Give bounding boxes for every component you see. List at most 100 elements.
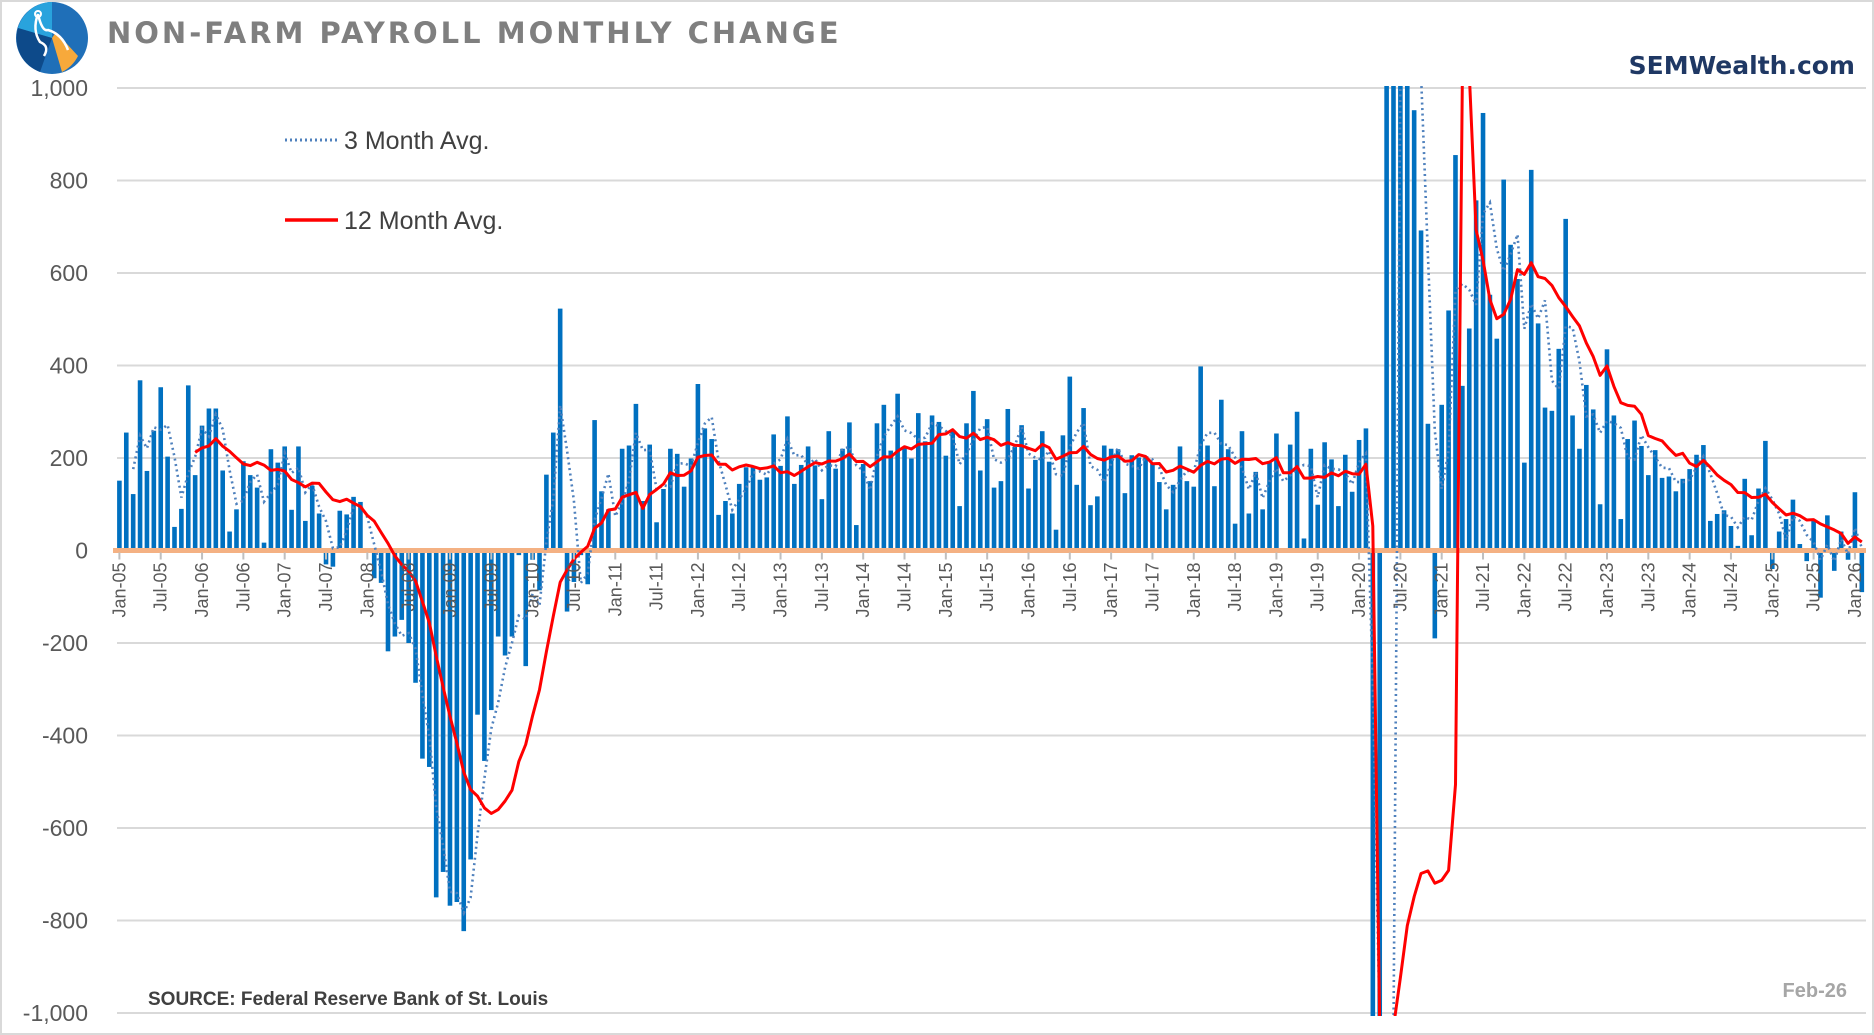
legend-12mo-label: 12 Month Avg.	[344, 207, 503, 235]
bar	[1831, 550, 1837, 571]
bar	[1163, 509, 1169, 551]
bar	[488, 550, 494, 711]
bar	[957, 506, 962, 551]
bar	[1219, 399, 1224, 551]
bar	[1308, 448, 1314, 551]
bar	[495, 550, 501, 637]
bar	[1680, 478, 1686, 551]
y-tick-label: -400	[42, 723, 88, 749]
bar	[1060, 435, 1066, 551]
x-tick-label: Jan-11	[605, 563, 625, 617]
bar	[922, 441, 928, 551]
bar	[1515, 279, 1520, 551]
bar	[1088, 505, 1093, 551]
bar	[1749, 535, 1754, 551]
bar	[1460, 385, 1465, 551]
bar	[736, 483, 742, 551]
bar	[1432, 550, 1438, 639]
x-tick-label: Jan-13	[771, 563, 791, 618]
bar	[564, 550, 570, 612]
bar	[1625, 439, 1630, 551]
bar	[860, 464, 866, 551]
bar	[929, 415, 935, 551]
bar	[158, 387, 164, 551]
bar	[1191, 486, 1197, 551]
bar	[1026, 488, 1031, 551]
bar	[1074, 484, 1079, 551]
bar	[1501, 179, 1506, 551]
bar	[440, 550, 446, 872]
bar	[888, 450, 894, 551]
bar	[1370, 550, 1376, 1016]
bar	[344, 514, 349, 551]
bar	[881, 404, 887, 551]
x-tick-label: Jan-24	[1680, 563, 1700, 618]
bar	[723, 501, 728, 551]
bar	[303, 520, 308, 551]
bar	[592, 420, 597, 551]
bar	[874, 423, 880, 551]
bar	[1494, 338, 1500, 551]
bar	[674, 453, 680, 551]
bar	[778, 465, 783, 551]
bar	[1101, 445, 1107, 551]
x-tick-label: Jul-11	[647, 563, 667, 611]
bar	[1804, 550, 1810, 562]
x-tick-label: Jan-18	[1184, 563, 1204, 618]
bar	[991, 487, 997, 551]
bar	[826, 431, 832, 551]
y-tick-label: 800	[50, 168, 88, 194]
bar	[1563, 218, 1568, 551]
bar	[840, 448, 845, 551]
bar	[606, 509, 611, 551]
bar	[654, 522, 659, 551]
bar	[1811, 520, 1816, 551]
bar	[798, 464, 804, 551]
average-lines	[131, 86, 1864, 1016]
bar	[1646, 475, 1651, 551]
bar	[1845, 550, 1851, 560]
bar	[1356, 439, 1362, 551]
bar	[936, 421, 942, 551]
bar	[482, 550, 487, 761]
bar	[1666, 476, 1672, 551]
bar	[847, 422, 852, 551]
y-tick-label: -200	[42, 630, 88, 656]
x-tick-label: Jan-22	[1514, 563, 1534, 618]
bar	[1604, 349, 1610, 551]
bar	[1687, 469, 1692, 551]
bar	[1528, 169, 1534, 551]
bar	[716, 514, 721, 551]
bar	[1039, 431, 1045, 551]
bar	[895, 393, 900, 551]
bar	[984, 419, 990, 551]
bar	[1342, 454, 1348, 551]
bar	[1632, 420, 1637, 551]
bar	[1701, 445, 1706, 551]
x-tick-label: Jul-15	[977, 563, 997, 612]
bar	[1253, 471, 1259, 551]
bar	[537, 550, 542, 591]
bar	[1473, 200, 1479, 551]
bar	[1652, 450, 1658, 551]
bar	[1756, 488, 1761, 551]
bar	[792, 483, 797, 551]
bar	[461, 550, 467, 932]
bar	[785, 416, 790, 551]
bar	[626, 445, 632, 551]
bar	[337, 510, 343, 551]
x-tick-label: Jul-25	[1804, 563, 1824, 612]
bar	[743, 467, 749, 551]
y-tick-label: 400	[50, 353, 88, 379]
bar	[771, 434, 776, 551]
bar	[964, 423, 969, 551]
x-tick-label: Jul-16	[1060, 563, 1080, 612]
bar	[1095, 496, 1100, 551]
bar	[1818, 550, 1823, 598]
y-tick-label: 200	[50, 445, 88, 471]
bar	[640, 501, 646, 551]
x-tick-label: Jul-19	[1308, 563, 1328, 612]
bar	[702, 428, 708, 551]
bar	[1053, 529, 1059, 551]
x-tick-label: Jan-17	[1101, 563, 1121, 618]
